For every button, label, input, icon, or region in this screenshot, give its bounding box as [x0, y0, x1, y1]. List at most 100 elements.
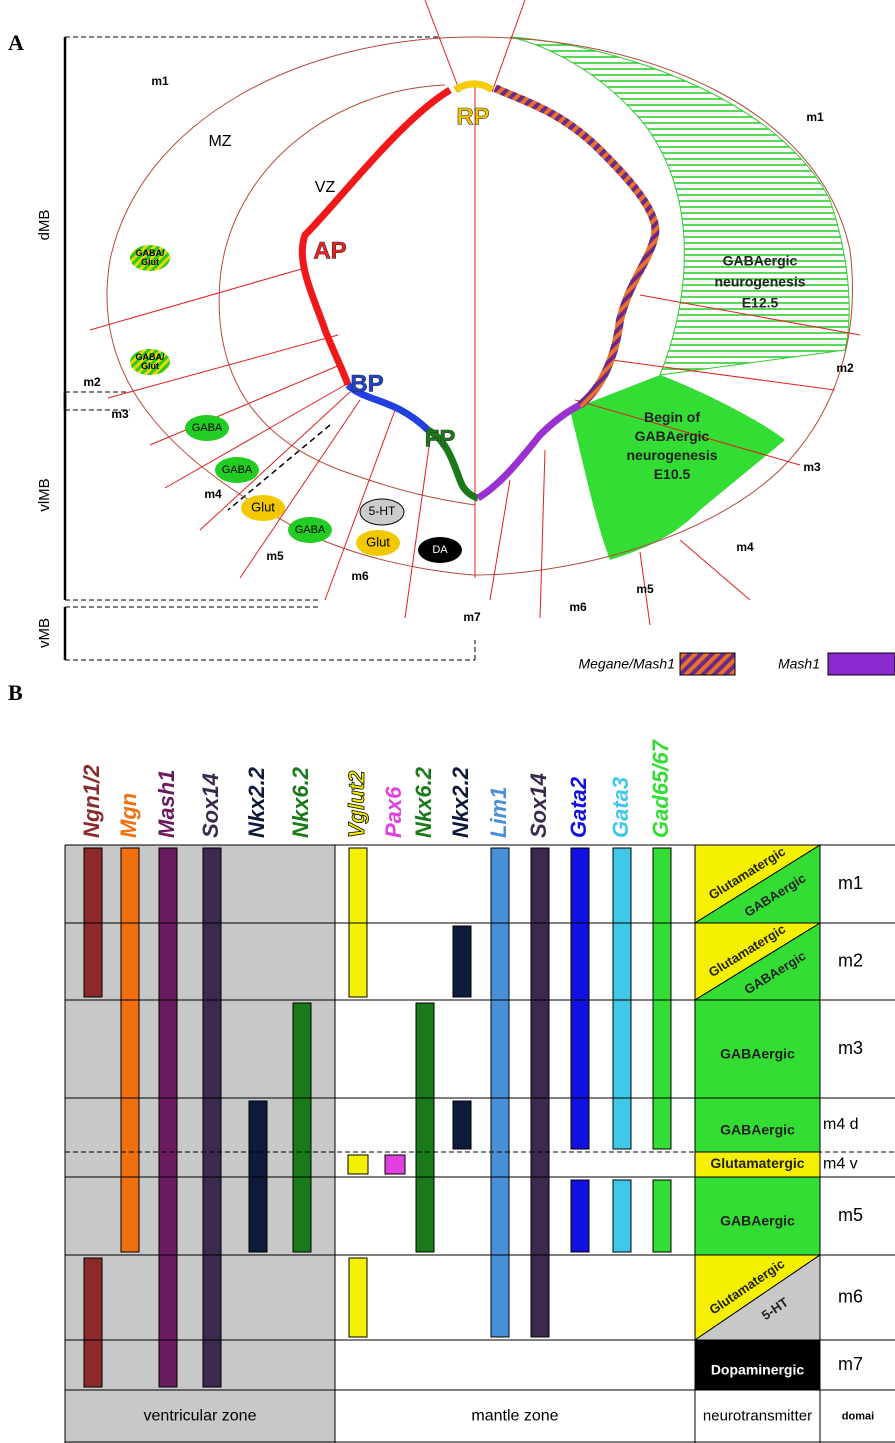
gene-label: Ngn1/2 [79, 764, 104, 838]
cell-type-label: DA [432, 544, 448, 556]
domain-label: m1 [806, 110, 824, 124]
cell-type-label: 5-HT [369, 504, 396, 518]
bracket-label: vMB [36, 618, 53, 648]
panel-label: B [8, 680, 23, 705]
gene-label: Mgn [116, 793, 141, 838]
cell-type-label: Glut [141, 257, 159, 267]
gene-expression-bar [416, 1003, 434, 1252]
neurogenesis-label: E12.5 [742, 295, 779, 311]
bracket-label: vlMB [36, 478, 53, 511]
gene-label: Pax6 [381, 786, 406, 838]
neurogenesis-label: neurogenesis [714, 274, 805, 290]
cell-type-label: Glut [366, 534, 390, 549]
gene-label: Lim1 [486, 787, 511, 838]
panel-label: A [8, 30, 24, 55]
cell-type-label: GABA [192, 422, 223, 434]
domain-label: m7 [463, 610, 481, 624]
legend-swatch [828, 653, 895, 675]
domain-label: m5 [838, 1205, 863, 1225]
neurotransmitter-label: GABAergic [720, 1046, 795, 1062]
footer-label: ventricular zone [144, 1408, 257, 1425]
domain-label: m4 d [823, 1116, 859, 1133]
domain-label: m2 [83, 375, 101, 389]
domain-label: m3 [803, 460, 821, 474]
gene-expression-bar [203, 848, 221, 1387]
gene-label: Sox14 [526, 773, 551, 838]
neurogenesis-label: GABAergic [723, 253, 798, 269]
footer-label: mantle zone [471, 1408, 558, 1425]
gene-label: Gad65/67 [648, 738, 673, 838]
gene-expression-bar [653, 1180, 671, 1252]
neurotransmitter-label: Dopaminergic [711, 1362, 805, 1378]
hatched-region [510, 37, 849, 375]
gene-expression-bar [349, 1258, 367, 1337]
mash1-line [478, 405, 580, 498]
domain-label: m3 [111, 407, 129, 421]
domain-label: m1 [838, 873, 863, 893]
gene-expression-bar [571, 848, 589, 1149]
plate-label: AP [313, 237, 346, 264]
neurotransmitter-label: GABAergic [720, 1122, 795, 1138]
domain-label: m4 v [823, 1156, 858, 1173]
footer-label: domai [842, 1410, 874, 1422]
plate-label: FP [425, 425, 456, 452]
footer-label: neurotransmitter [703, 1407, 812, 1424]
legend-label: Mash1 [778, 656, 820, 672]
gene-expression-bar [84, 1258, 102, 1387]
gene-label: Nkx2.2 [244, 766, 269, 838]
gene-expression-bar [159, 848, 177, 1387]
panel-b: B Ngn1/2 Mgn Mash1 Sox14 Nkx2.2 Nkx6.2 Vglut2 Pa… [8, 680, 895, 1443]
domain-label: m6 [569, 600, 587, 614]
gene-expression-bar [491, 848, 509, 1337]
domain-label: m3 [838, 1038, 863, 1058]
gene-label: Vglut2 [344, 770, 369, 838]
rp-line [455, 84, 492, 90]
domain-label: m5 [266, 549, 284, 563]
neurogenesis-label: Begin of [644, 409, 700, 425]
neurogenesis-label: neurogenesis [626, 447, 717, 463]
gene-expression-bar [453, 926, 471, 997]
domain-label: m6 [838, 1286, 863, 1306]
megane-mash1-line [495, 88, 655, 405]
gene-expression-bar [613, 1180, 631, 1252]
gene-expression-bar [348, 1155, 368, 1174]
domain-label: m2 [838, 950, 863, 970]
domain-label: m4 [204, 487, 222, 501]
zone-label: VZ [315, 179, 336, 196]
cell-type-label: GABA [222, 464, 253, 476]
panel-a: AdMB vlMB vMB MZ VZ RP AP BP FP m1 m2 m3 m4 m5 m6 m7 m1 m… [8, 0, 895, 675]
bracket-label: dMB [36, 210, 53, 241]
gene-expression-bar [653, 848, 671, 1149]
gene-expression-bar [613, 848, 631, 1149]
figure: AdMB vlMB vMB MZ VZ RP AP BP FP m1 m2 m3 m4 m5 m6 m7 m1 m… [0, 0, 895, 1443]
gene-expression-bar [453, 1101, 471, 1149]
gene-label: Nkx6.2 [411, 766, 436, 838]
domain-label: m1 [151, 74, 169, 88]
gene-expression-bar [531, 848, 549, 1337]
legend-swatch [680, 653, 735, 675]
neurogenesis-label: GABAergic [635, 428, 710, 444]
gene-label: Nkx6.2 [288, 766, 313, 838]
gene-expression-bar [121, 848, 139, 1252]
gene-label: Gata2 [566, 776, 591, 838]
cell-type-label: Glut [141, 361, 159, 371]
gene-label: Mash1 [154, 770, 179, 838]
domain-label: m2 [836, 361, 854, 375]
gene-label: Nkx2.2 [448, 766, 473, 838]
neurotransmitter-label: GABAergic [720, 1213, 795, 1229]
domain-label: m4 [736, 540, 754, 554]
zone-label: MZ [208, 133, 231, 150]
cell-type-label: Glut [251, 499, 275, 514]
gene-expression-bar [385, 1155, 405, 1174]
domain-label: m6 [351, 569, 369, 583]
legend-label: Megane/Mash1 [578, 656, 675, 672]
gene-label: Gata3 [608, 777, 633, 838]
gene-label: Sox14 [198, 773, 223, 838]
gene-expression-bar [571, 1180, 589, 1252]
plate-label: BP [350, 370, 383, 397]
domain-label: m5 [636, 582, 654, 596]
neurogenesis-label: E10.5 [654, 466, 691, 482]
plate-label: RP [456, 103, 489, 130]
neurotransmitter-label: Glutamatergic [710, 1155, 804, 1171]
gene-expression-bar [293, 1003, 311, 1252]
